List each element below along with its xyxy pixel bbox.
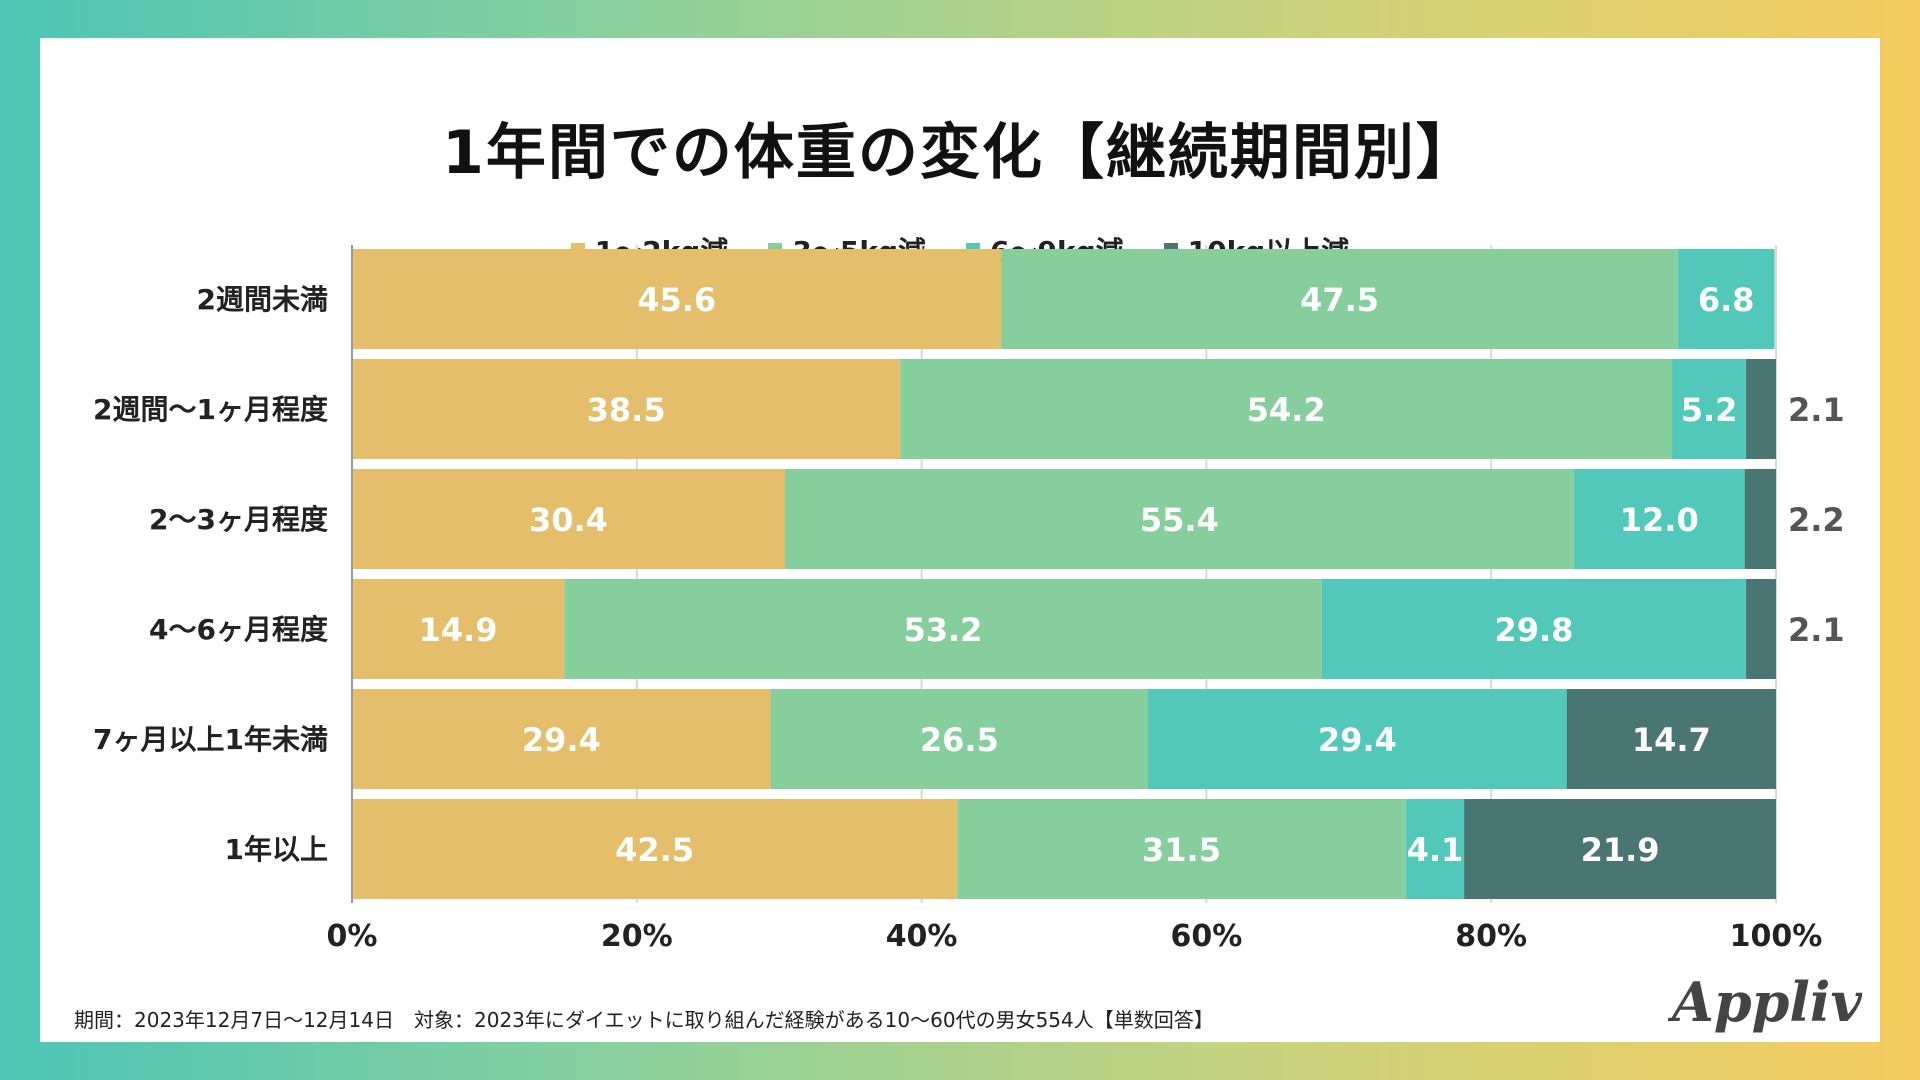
category-label: 2週間未満 — [197, 283, 328, 316]
data-label: 30.4 — [529, 501, 608, 539]
data-label: 45.6 — [637, 281, 716, 319]
data-label: 29.8 — [1494, 611, 1573, 649]
data-label: 14.7 — [1632, 721, 1711, 759]
data-label: 38.5 — [587, 391, 666, 429]
data-label-outside: 2.1 — [1788, 611, 1845, 649]
chart-card: 1年間での体重の変化【継続期間別】 1〜2kg減 3〜5kg減 6〜9kg減 1… — [40, 38, 1880, 1042]
data-label: 47.5 — [1300, 281, 1379, 319]
bar-segment — [352, 689, 771, 789]
category-label: 4〜6ヶ月程度 — [149, 613, 328, 646]
bar-segment — [1321, 579, 1747, 679]
bar-segment — [1744, 469, 1776, 569]
bar-segment — [352, 249, 1002, 349]
data-label: 31.5 — [1142, 831, 1221, 869]
bar-segment — [1001, 249, 1678, 349]
data-label: 29.4 — [1318, 721, 1397, 759]
bar-segment — [1746, 359, 1776, 459]
bar-segment — [1672, 359, 1747, 459]
data-label: 6.8 — [1698, 281, 1755, 319]
bar-segment — [1148, 689, 1567, 789]
applivlogo: Appliv — [1672, 970, 1862, 1034]
data-label: 26.5 — [920, 721, 999, 759]
bar-segment — [1573, 469, 1745, 569]
x-tick-label: 0% — [327, 919, 378, 954]
x-tick-label: 20% — [601, 919, 673, 954]
x-tick-label: 80% — [1455, 919, 1527, 954]
x-tick-label: 60% — [1170, 919, 1242, 954]
bar-segment — [352, 579, 565, 679]
bar-segment — [1405, 799, 1465, 899]
bar-segment — [564, 579, 1322, 679]
data-label: 55.4 — [1140, 501, 1219, 539]
bar-segment — [1677, 249, 1775, 349]
data-label: 12.0 — [1620, 501, 1699, 539]
category-label: 7ヶ月以上1年未満 — [93, 723, 328, 756]
bar-segment — [1746, 579, 1776, 679]
category-label: 2〜3ヶ月程度 — [149, 503, 328, 536]
bar-segment — [770, 689, 1149, 789]
data-label: 4.1 — [1407, 831, 1464, 869]
data-label: 54.2 — [1247, 391, 1326, 429]
bar-segment — [352, 359, 901, 459]
chart-title: 1年間での体重の変化【継続期間別】 — [442, 118, 1478, 188]
data-label-outside: 2.1 — [1788, 391, 1845, 429]
bar-segment — [352, 469, 785, 569]
data-label: 42.5 — [615, 831, 694, 869]
data-label: 53.2 — [903, 611, 982, 649]
data-label: 5.2 — [1681, 391, 1738, 429]
bar-segment — [1566, 689, 1776, 789]
bar-segment — [1464, 799, 1776, 899]
bar-segment — [784, 469, 1574, 569]
data-label: 29.4 — [522, 721, 601, 759]
bar-segment — [957, 799, 1406, 899]
stacked-bar-chart: 0% 20% 40% 60% 80% 100% 2週間未満 45.6 47.5 6.8 2週間〜1ヶ… — [93, 245, 1845, 954]
data-label: 21.9 — [1581, 831, 1660, 869]
category-label: 2週間〜1ヶ月程度 — [93, 393, 328, 426]
data-label-outside: 2.2 — [1788, 501, 1845, 539]
bar-segment — [352, 799, 958, 899]
bar-segment — [900, 359, 1673, 459]
data-label: 14.9 — [419, 611, 498, 649]
x-tick-label: 40% — [886, 919, 958, 954]
category-label: 1年以上 — [225, 833, 328, 866]
x-tick-label: 100% — [1730, 919, 1823, 954]
footer-note: 期間：2023年12月7日〜12月14日 対象：2023年にダイエットに取り組ん… — [74, 1008, 1214, 1032]
